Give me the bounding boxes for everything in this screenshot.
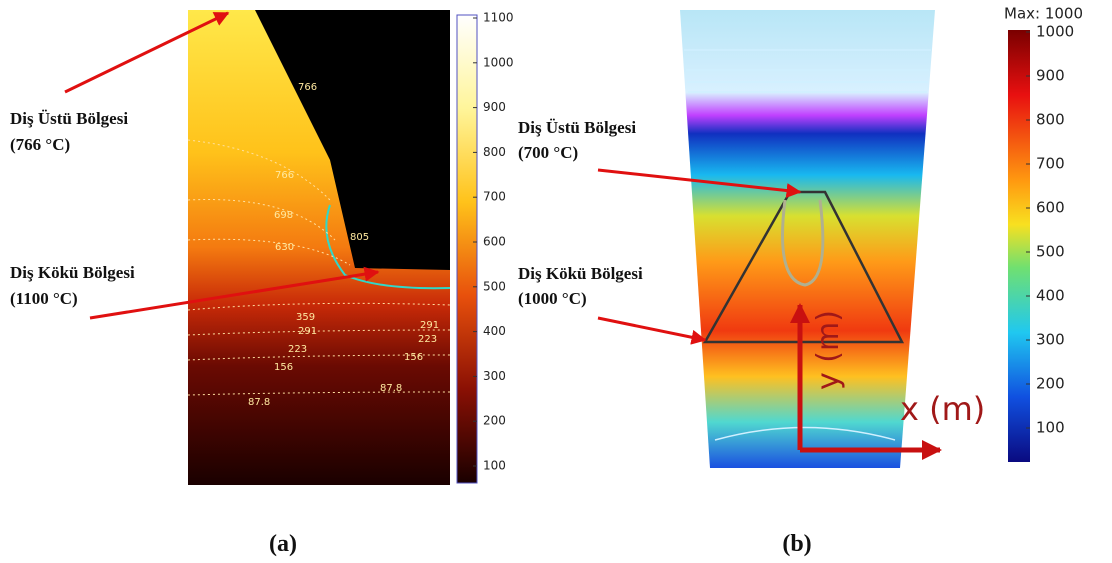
contour-label: 156 <box>274 362 293 373</box>
x-axis-label: x (m) <box>900 390 985 428</box>
colorbar-tick-label: 1000 <box>483 55 514 69</box>
colorbar-tick-label: 800 <box>483 145 506 159</box>
annotation-title: Diş Kökü Bölgesi <box>518 264 643 283</box>
colorbar-tick-label: 100 <box>1036 419 1065 437</box>
colorbar-tick-label: 800 <box>1036 111 1065 129</box>
contour-label: 87.8 <box>248 397 270 408</box>
colorbar-tick-label: 1000 <box>1036 23 1074 41</box>
contour-label: 359 <box>296 312 315 323</box>
contour-label: 291 <box>298 326 317 337</box>
contour-label: 87.8 <box>380 383 402 394</box>
contour-label: 766 <box>275 170 294 181</box>
panel-b-field <box>680 10 935 468</box>
panel-a-field <box>188 10 450 485</box>
contour-label: 156 <box>404 352 423 363</box>
colorbar-tick-label: 200 <box>483 414 506 428</box>
contour <box>325 204 451 290</box>
colorbar-tick-label: 900 <box>1036 67 1065 85</box>
annotation-value: (766 °C) <box>10 135 70 154</box>
annotation-value: (1000 °C) <box>518 289 587 308</box>
annotation-value: (1100 °C) <box>10 289 78 308</box>
panel-caption: (b) <box>782 531 811 557</box>
contour-label: 291 <box>420 320 439 331</box>
tooth-outline <box>702 190 905 344</box>
panel-caption: (a) <box>269 531 297 557</box>
colorbar-tick-label: 600 <box>1036 199 1065 217</box>
contour-label: 223 <box>418 334 437 345</box>
colorbar-tick-label: 700 <box>483 190 506 204</box>
arrows <box>64 11 802 345</box>
contour <box>781 199 825 287</box>
contour-label: 698 <box>274 210 293 221</box>
colorbar-tick-label: 300 <box>1036 331 1065 349</box>
colorbar-tick-label: 1100 <box>483 11 514 25</box>
colorbar-tick-label: 300 <box>483 369 506 383</box>
colorbar-tick-label: 400 <box>1036 287 1065 305</box>
contour-label: 805 <box>350 232 369 243</box>
contours-b <box>684 49 931 441</box>
colorbar-tick-label: 600 <box>483 235 506 249</box>
contour-label: 766 <box>298 82 317 93</box>
colorbar-tick-label: 100 <box>483 459 506 473</box>
colorbar-tick-label: 200 <box>1036 375 1065 393</box>
colorbar-tick-label: 900 <box>483 100 506 114</box>
contour-label: 630 <box>275 242 294 253</box>
annotation-title: Diş Üstü Bölgesi <box>10 109 128 128</box>
colorbar-a <box>456 14 478 484</box>
annotation-title: Diş Üstü Bölgesi <box>518 118 636 137</box>
colorbar-tick-label: 400 <box>483 324 506 338</box>
colorbar-tick-label: 500 <box>483 279 506 293</box>
colorbar-tick-label: 500 <box>1036 243 1065 261</box>
colorbar-tick-label: 700 <box>1036 155 1065 173</box>
colorbar-title: Max: 1000 <box>1004 5 1083 23</box>
annotation-value: (700 °C) <box>518 143 578 162</box>
contour-label: 223 <box>288 344 307 355</box>
contours <box>187 139 451 396</box>
y-axis-label: y (m) <box>811 310 846 390</box>
annotation-title: Diş Kökü Bölgesi <box>10 263 135 282</box>
colorbar-b <box>1008 30 1030 462</box>
